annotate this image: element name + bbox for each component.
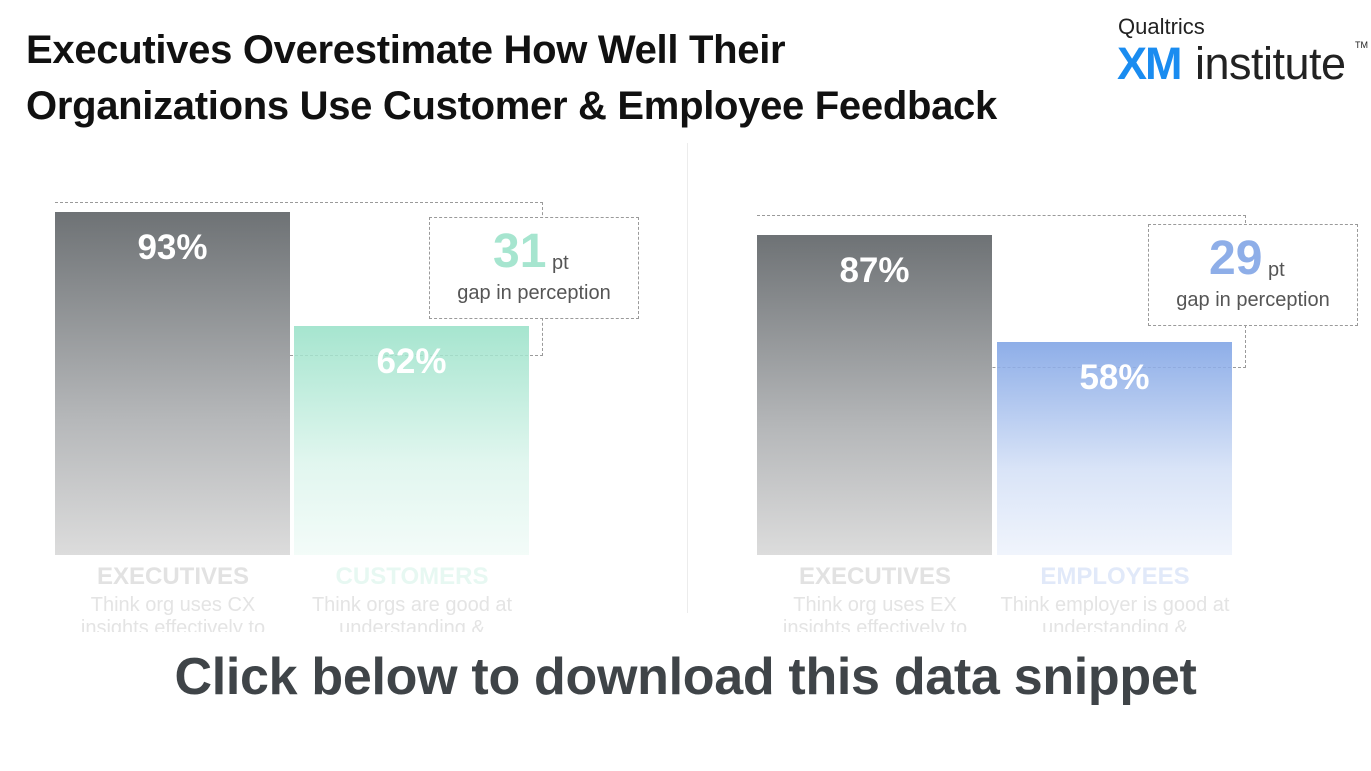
ex-gap-callout: 29 pt gap in perception (1148, 224, 1358, 326)
cx-gap-value: 31 (493, 225, 547, 278)
logo-xm: XM (1117, 38, 1182, 89)
ex-bar-value-label: 58% (1079, 357, 1150, 397)
logo-brand: Qualtrics (1118, 14, 1205, 39)
ex-category-label: EMPLOYEES (1040, 563, 1190, 590)
title-line-1: Executives Overestimate How Well Their (26, 28, 786, 72)
cx-gap-label: gap in perception (457, 282, 611, 304)
ex-bar-executives: 87% (757, 234, 992, 555)
ex-category-label: EXECUTIVES (798, 563, 952, 590)
cx-category-label: CUSTOMERS (335, 563, 489, 590)
cx-bar-value-label: 62% (376, 342, 447, 382)
ex-gap-label: gap in perception (1176, 289, 1330, 311)
cx-category-description: Think orgs are good at understanding & (311, 594, 513, 632)
cx-gap-unit: pt (552, 252, 569, 274)
ex-category-description: Think employer is good at understanding … (1000, 594, 1230, 632)
cx-bar-value-label: 93% (137, 227, 208, 267)
logo-institute: institute (1195, 38, 1346, 89)
ex-bar-employees: 58% (997, 341, 1232, 555)
logo-trademark: TM (1355, 40, 1368, 50)
panel-divider (687, 143, 688, 613)
cx-bar-customers: 62% (294, 326, 529, 555)
cx-bar-executives: 93% (55, 211, 290, 555)
ex-gap-unit: pt (1268, 259, 1285, 281)
xm-institute-logo: Qualtrics XM institute TM (1117, 14, 1368, 89)
page-title: Executives Overestimate How Well Their O… (26, 22, 1106, 134)
ex-bar-value-label: 87% (839, 250, 910, 290)
cx-gap-callout: 31 pt gap in perception (429, 217, 639, 319)
download-call-to-action[interactable]: Click below to download this data snippe… (174, 648, 1197, 706)
cx-category-description: Think org uses CX insights effectively t… (80, 594, 266, 632)
ex-category-description: Think org uses EX insights effectively t… (782, 594, 968, 632)
ex-gap-value: 29 (1209, 232, 1263, 285)
cx-category-label: EXECUTIVES (96, 563, 250, 590)
title-line-2: Organizations Use Customer & Employee Fe… (26, 84, 997, 128)
